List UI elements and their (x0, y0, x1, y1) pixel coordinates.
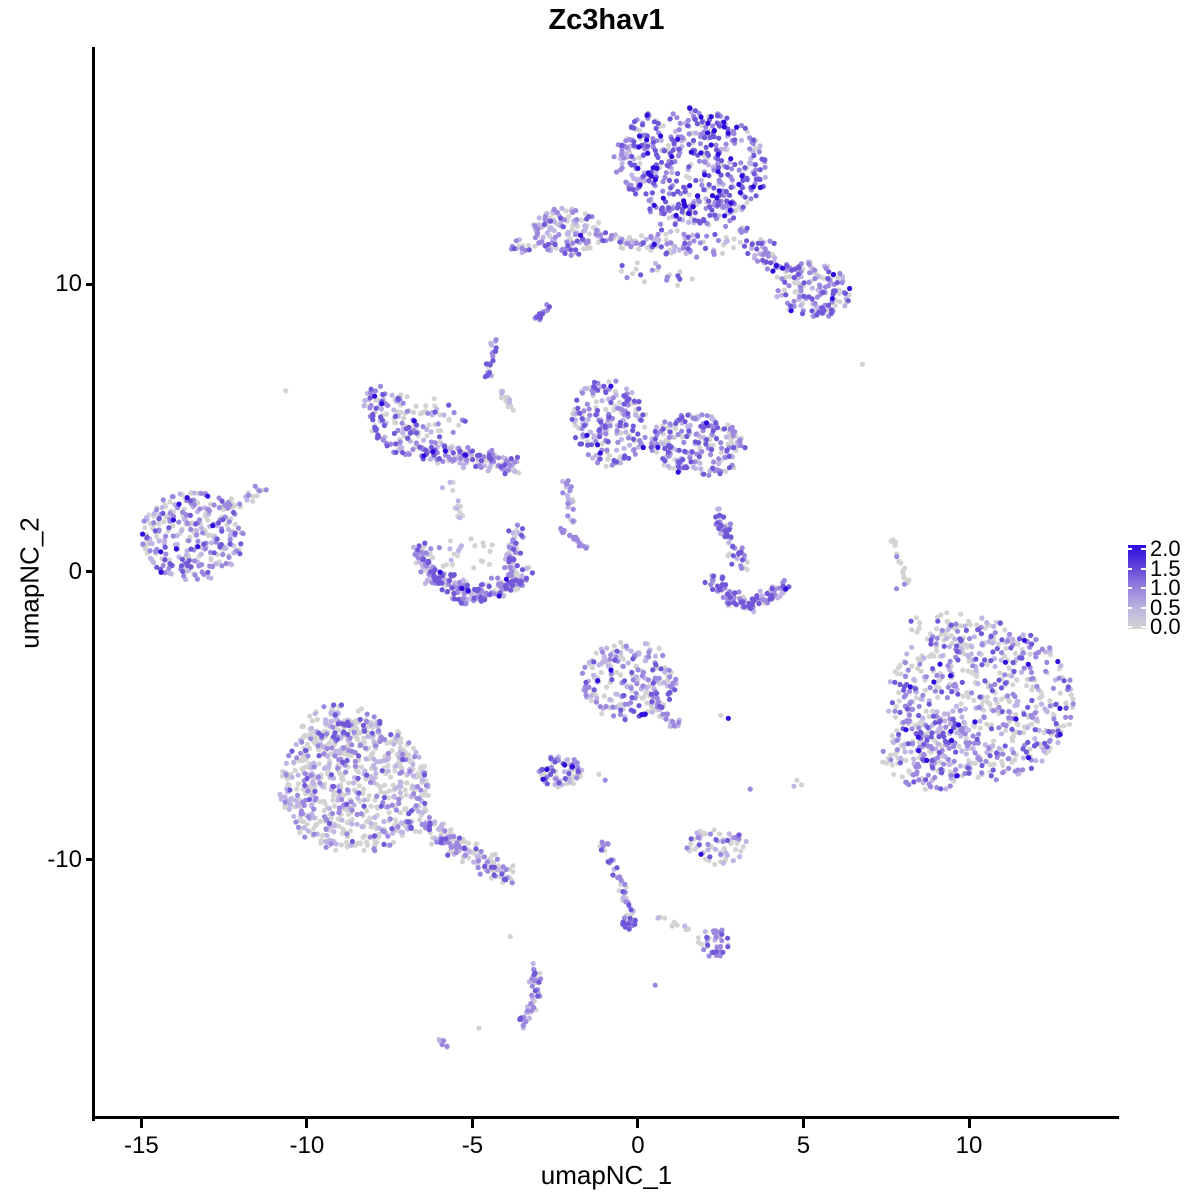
x-axis-tick-label: -5 (461, 1132, 484, 1159)
y-axis-tick-mark (86, 282, 95, 286)
x-axis-tick-label: 0 (631, 1132, 645, 1159)
colorbar-tick-label: 1.5 (1150, 555, 1181, 581)
x-axis-tick-label: -15 (124, 1132, 159, 1159)
colorbar-tick-mark (1141, 626, 1146, 628)
y-axis-title: umapNC_2 (14, 517, 45, 649)
x-axis-tick-label: 10 (955, 1132, 983, 1159)
colorbar-tick-label: 0.5 (1150, 594, 1181, 620)
umap-point-cloud (140, 104, 1076, 1050)
colorbar-tick-mark (1128, 606, 1132, 609)
y-axis-tick-label: 10 (55, 270, 82, 297)
x-axis-tick-mark (139, 1119, 143, 1128)
y-axis-tick-mark (86, 858, 95, 862)
x-axis-tick-label: -10 (289, 1132, 325, 1159)
x-axis-tick-mark (470, 1119, 474, 1128)
x-axis-line (92, 1116, 1119, 1119)
x-axis-tick-label: 5 (796, 1132, 811, 1159)
x-axis-title: umapNC_1 (540, 1160, 673, 1190)
colorbar-tick-label: 2.0 (1150, 536, 1181, 561)
colorbar-tick-mark (1141, 606, 1146, 609)
colorbar-tick-mark (1128, 548, 1132, 550)
y-axis-tick-mark (86, 570, 95, 574)
y-axis-line (92, 47, 95, 1121)
colorbar-tick-mark (1128, 567, 1132, 570)
y-axis-tick-label: 0 (68, 557, 82, 585)
plot-title: Zc3hav1 (548, 4, 665, 36)
colorbar-tick-mark (1128, 587, 1132, 589)
x-axis-tick-mark (967, 1119, 971, 1128)
x-axis-tick-mark (801, 1119, 805, 1128)
y-axis-tick-label: -10 (47, 845, 82, 873)
x-axis-tick-mark (636, 1119, 640, 1128)
colorbar-tick-mark (1141, 548, 1146, 550)
x-axis-tick-mark (305, 1119, 309, 1128)
colorbar-tick-mark (1128, 626, 1132, 628)
colorbar-tick-label: 0.0 (1150, 614, 1181, 639)
colorbar-tick-mark (1141, 567, 1146, 570)
colorbar-tick-mark (1141, 587, 1146, 589)
colorbar-tick-label: 1.0 (1150, 575, 1181, 600)
